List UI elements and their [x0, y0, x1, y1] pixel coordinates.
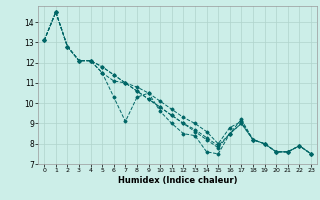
- X-axis label: Humidex (Indice chaleur): Humidex (Indice chaleur): [118, 176, 237, 185]
